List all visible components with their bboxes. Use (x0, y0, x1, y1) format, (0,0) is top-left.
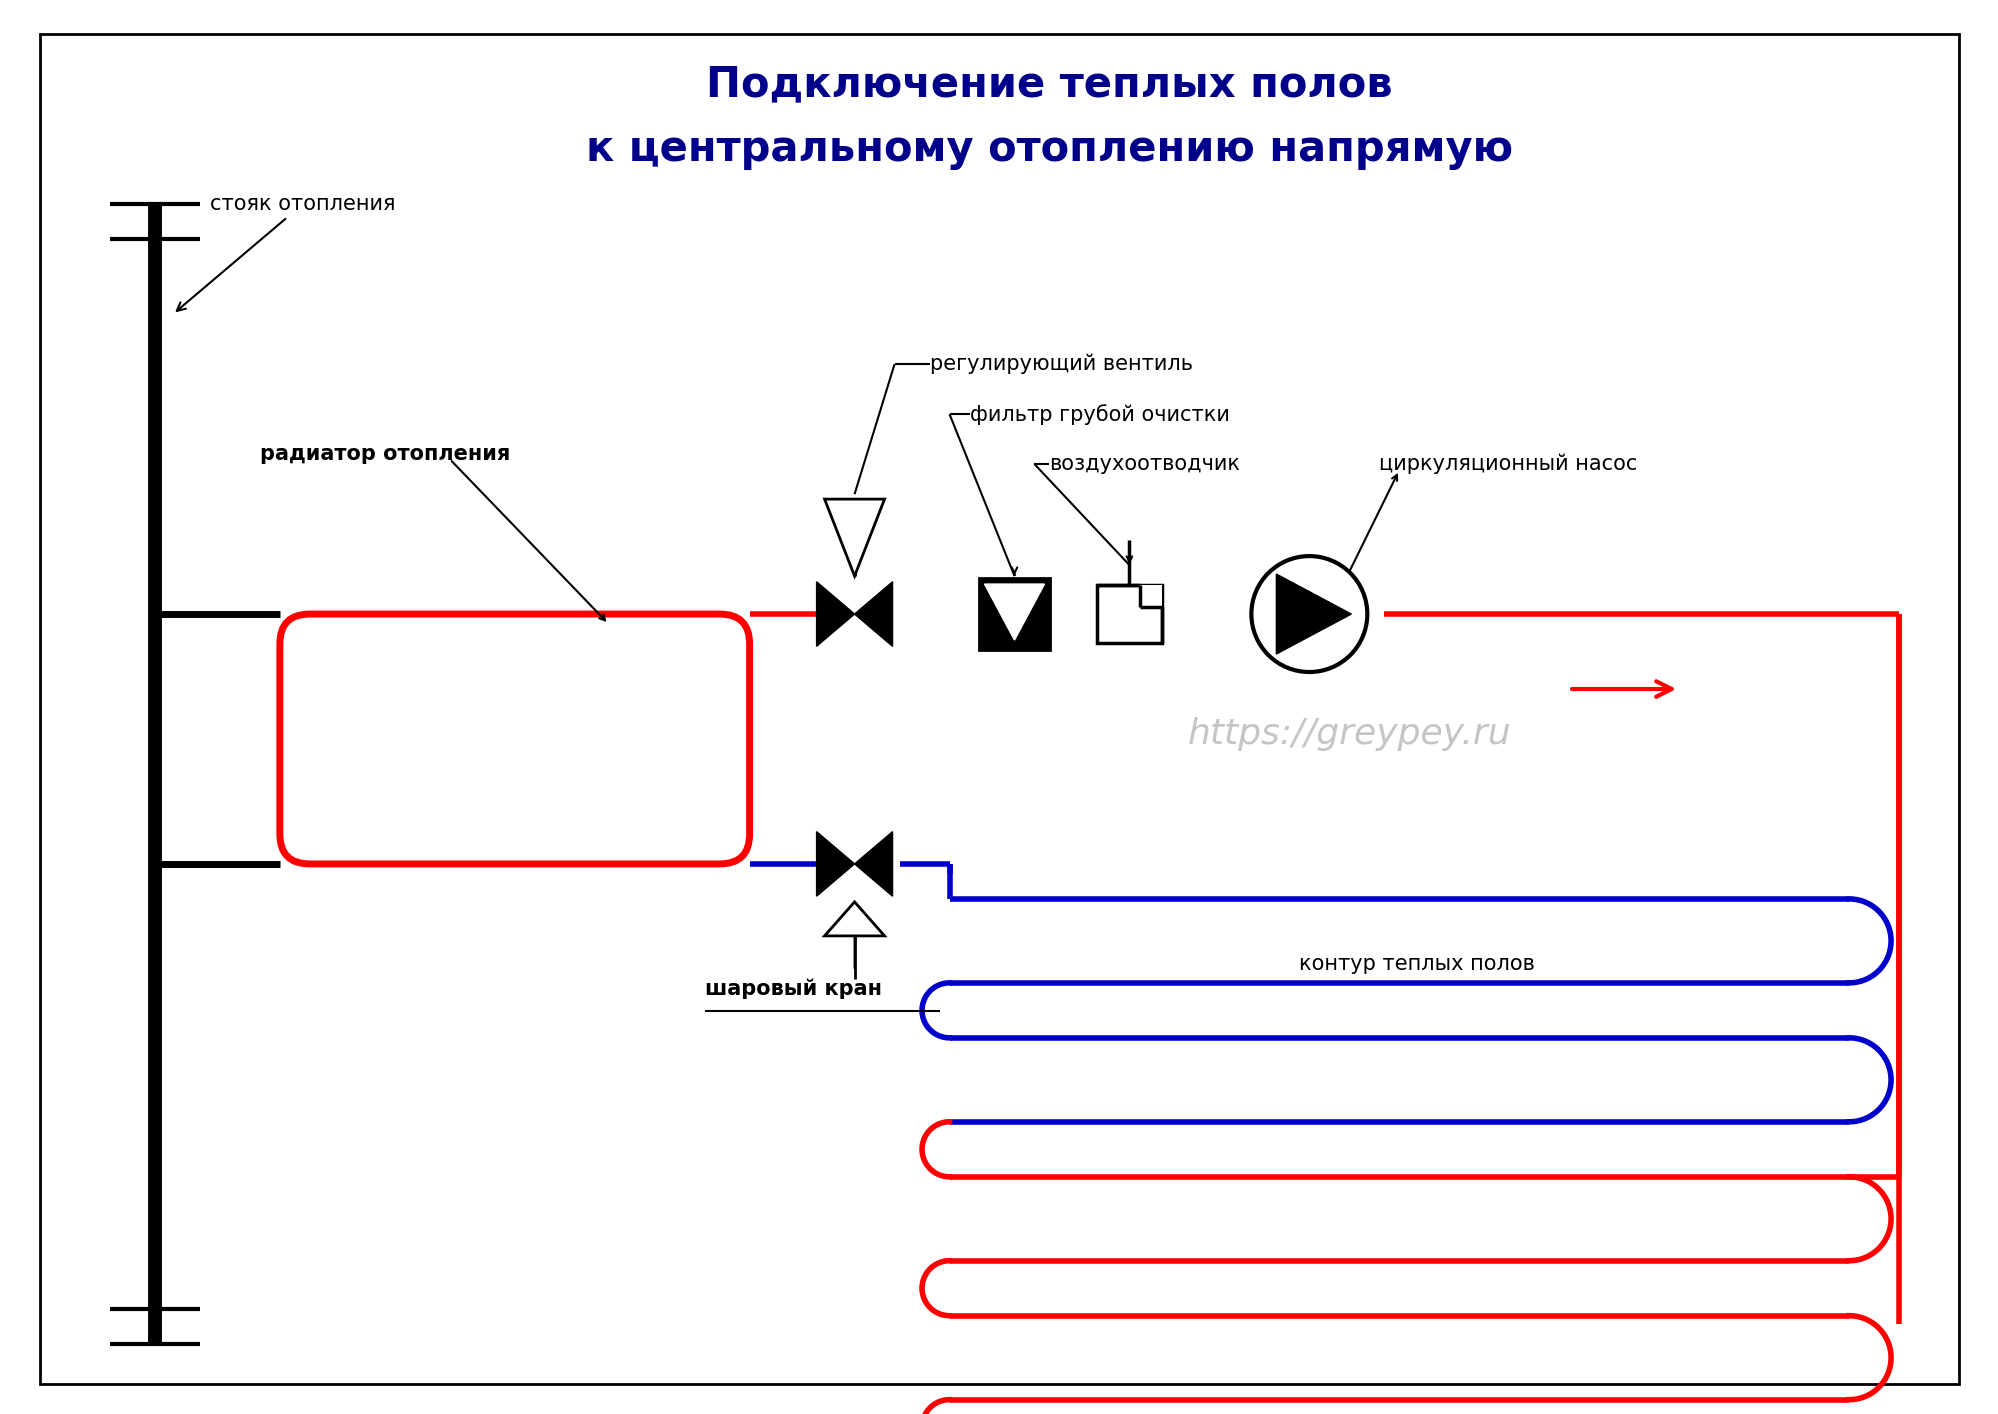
Polygon shape (985, 584, 1043, 641)
Text: радиатор отопления: радиатор отопления (260, 444, 509, 464)
Polygon shape (815, 831, 855, 896)
Text: шаровый кран: шаровый кран (705, 978, 881, 1000)
Bar (1139, 585, 1161, 607)
Polygon shape (855, 831, 893, 896)
Polygon shape (823, 902, 885, 936)
Polygon shape (815, 581, 855, 646)
Text: фильтр грубой очистки: фильтр грубой очистки (969, 404, 1229, 424)
FancyBboxPatch shape (280, 614, 749, 864)
Bar (1097, 585, 1161, 643)
Polygon shape (855, 581, 893, 646)
Polygon shape (823, 499, 885, 575)
Text: воздухоотводчик: воздухоотводчик (1049, 454, 1241, 474)
Text: https://greypey.ru: https://greypey.ru (1187, 717, 1510, 751)
Circle shape (1251, 556, 1367, 672)
Text: циркуляционный насос: циркуляционный насос (1379, 454, 1636, 474)
Text: регулирующий вентиль: регулирующий вентиль (929, 354, 1193, 375)
Text: контур теплых полов: контур теплых полов (1299, 954, 1534, 974)
Polygon shape (1275, 574, 1351, 655)
Text: стояк отопления: стояк отопления (176, 194, 396, 311)
Text: к центральному отоплению напрямую: к центральному отоплению напрямую (585, 129, 1512, 170)
Bar (979, 578, 1051, 650)
Text: Подключение теплых полов: Подключение теплых полов (705, 64, 1393, 105)
